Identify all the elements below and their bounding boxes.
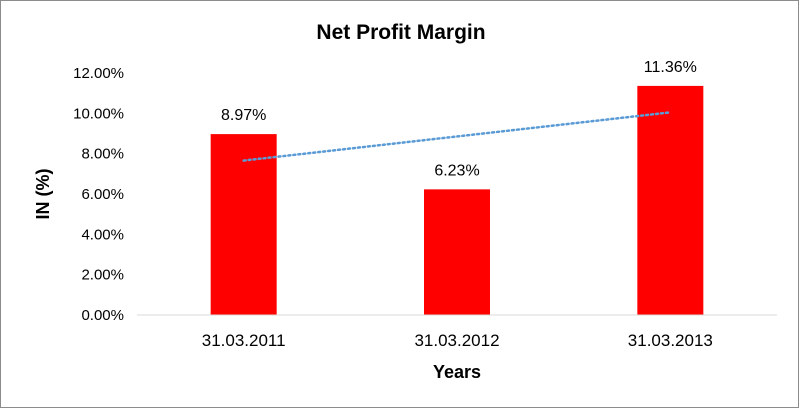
data-label: 8.97% <box>221 107 266 124</box>
y-tick-label: 2.00% <box>81 267 124 284</box>
x-tick-labels: 31.03.2011 31.03.2012 31.03.2013 <box>202 331 713 350</box>
data-label: 11.36% <box>644 59 697 76</box>
x-tick-label: 31.03.2012 <box>414 331 499 350</box>
y-tick-labels: 0.00% 2.00% 4.00% 6.00% 8.00% 10.00% 12.00% <box>73 65 124 324</box>
y-tick-label: 4.00% <box>81 226 124 243</box>
bar <box>210 134 277 315</box>
y-tick-label: 10.00% <box>73 105 124 122</box>
x-axis-label: Years <box>433 362 481 382</box>
y-tick-label: 6.00% <box>81 186 124 203</box>
y-tick-label: 12.00% <box>73 65 124 82</box>
trendline <box>242 111 672 162</box>
bars <box>210 85 704 315</box>
y-tick-label: 8.00% <box>81 146 124 163</box>
bar <box>424 189 490 315</box>
x-tick-label: 31.03.2011 <box>202 331 286 350</box>
bar <box>637 85 704 315</box>
data-label: 6.23% <box>434 162 479 179</box>
data-labels: 8.97% 6.23% 11.36% <box>221 59 697 179</box>
y-axis-label: IN (%) <box>33 169 53 220</box>
chart-title: Net Profit Margin <box>316 21 485 44</box>
y-tick-label: 0.00% <box>81 307 124 324</box>
x-tick-label: 31.03.2013 <box>628 331 713 350</box>
trendline-group <box>242 111 672 162</box>
